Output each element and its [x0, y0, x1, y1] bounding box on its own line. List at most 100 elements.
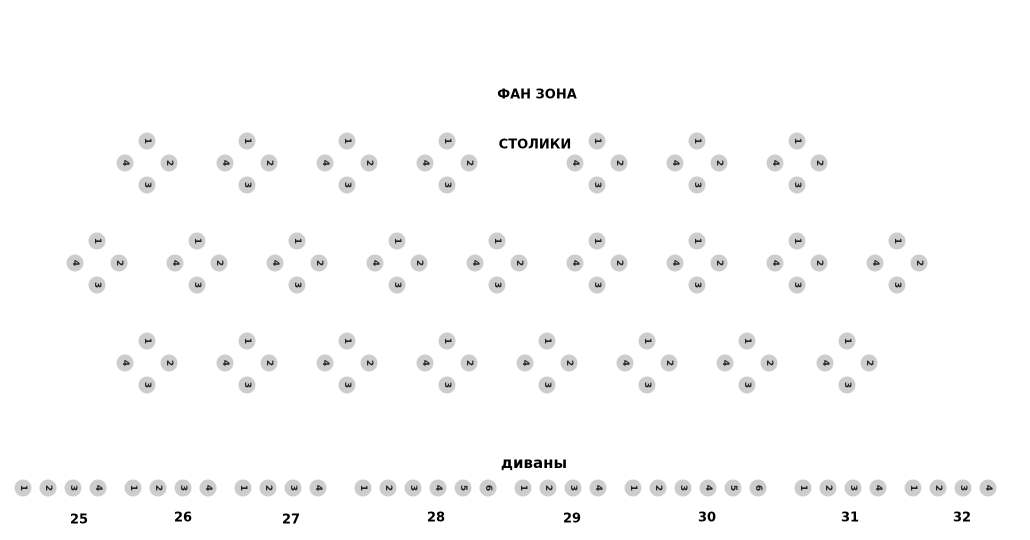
sofa-seat[interactable]: 3 — [64, 479, 82, 497]
table-seat[interactable]: 1 — [488, 232, 506, 250]
table-seat[interactable]: 4 — [116, 154, 134, 172]
sofa-seat[interactable]: 1 — [904, 479, 922, 497]
table-seat[interactable]: 1 — [238, 132, 256, 150]
table-seat[interactable]: 3 — [638, 376, 656, 394]
table-seat[interactable]: 2 — [910, 254, 928, 272]
sofa-seat[interactable]: 1 — [124, 479, 142, 497]
sofa-seat[interactable]: 3 — [674, 479, 692, 497]
table-seat[interactable]: 1 — [588, 232, 606, 250]
table-seat[interactable]: 2 — [260, 354, 278, 372]
table-seat[interactable]: 2 — [760, 354, 778, 372]
table-seat[interactable]: 1 — [138, 332, 156, 350]
sofa-seat[interactable]: 4 — [429, 479, 447, 497]
table-seat[interactable]: 2 — [310, 254, 328, 272]
sofa-seat[interactable]: 2 — [929, 479, 947, 497]
table-seat[interactable]: 3 — [788, 176, 806, 194]
table-seat[interactable]: 3 — [688, 176, 706, 194]
table-seat[interactable]: 3 — [188, 276, 206, 294]
table-seat[interactable]: 2 — [160, 154, 178, 172]
table-seat[interactable]: 1 — [338, 132, 356, 150]
table-seat[interactable]: 1 — [588, 132, 606, 150]
table-seat[interactable]: 1 — [788, 232, 806, 250]
sofa-seat[interactable]: 3 — [174, 479, 192, 497]
sofa-seat[interactable]: 4 — [89, 479, 107, 497]
sofa-seat[interactable]: 2 — [649, 479, 667, 497]
table-seat[interactable]: 3 — [788, 276, 806, 294]
table-seat[interactable]: 3 — [138, 376, 156, 394]
table-seat[interactable]: 3 — [388, 276, 406, 294]
table-seat[interactable]: 2 — [560, 354, 578, 372]
sofa-seat[interactable]: 2 — [819, 479, 837, 497]
sofa-seat[interactable]: 3 — [844, 479, 862, 497]
sofa-seat[interactable]: 3 — [404, 479, 422, 497]
table-seat[interactable]: 1 — [688, 132, 706, 150]
table-seat[interactable]: 4 — [616, 354, 634, 372]
sofa-seat[interactable]: 5 — [454, 479, 472, 497]
sofa-seat[interactable]: 3 — [284, 479, 302, 497]
sofa-seat[interactable]: 1 — [794, 479, 812, 497]
table-seat[interactable]: 4 — [466, 254, 484, 272]
sofa-seat[interactable]: 4 — [869, 479, 887, 497]
table-seat[interactable]: 2 — [860, 354, 878, 372]
sofa-seat[interactable]: 4 — [699, 479, 717, 497]
sofa-seat[interactable]: 4 — [979, 479, 997, 497]
table-seat[interactable]: 1 — [688, 232, 706, 250]
table-seat[interactable]: 1 — [288, 232, 306, 250]
table-seat[interactable]: 2 — [610, 254, 628, 272]
table-seat[interactable]: 2 — [810, 154, 828, 172]
table-seat[interactable]: 3 — [538, 376, 556, 394]
sofa-seat[interactable]: 2 — [379, 479, 397, 497]
table-seat[interactable]: 2 — [410, 254, 428, 272]
table-seat[interactable]: 1 — [638, 332, 656, 350]
table-seat[interactable]: 1 — [138, 132, 156, 150]
sofa-seat[interactable]: 3 — [564, 479, 582, 497]
table-seat[interactable]: 4 — [216, 154, 234, 172]
table-seat[interactable]: 4 — [216, 354, 234, 372]
table-seat[interactable]: 4 — [516, 354, 534, 372]
table-seat[interactable]: 4 — [116, 354, 134, 372]
table-seat[interactable]: 1 — [838, 332, 856, 350]
table-seat[interactable]: 4 — [416, 154, 434, 172]
table-seat[interactable]: 2 — [360, 154, 378, 172]
table-seat[interactable]: 4 — [416, 354, 434, 372]
table-seat[interactable]: 2 — [460, 154, 478, 172]
table-seat[interactable]: 4 — [666, 254, 684, 272]
table-seat[interactable]: 2 — [360, 354, 378, 372]
table-seat[interactable]: 3 — [238, 376, 256, 394]
table-seat[interactable]: 1 — [538, 332, 556, 350]
table-seat[interactable]: 4 — [316, 154, 334, 172]
table-seat[interactable]: 2 — [110, 254, 128, 272]
sofa-seat[interactable]: 1 — [234, 479, 252, 497]
table-seat[interactable]: 2 — [460, 354, 478, 372]
table-seat[interactable]: 1 — [338, 332, 356, 350]
table-seat[interactable]: 2 — [510, 254, 528, 272]
table-seat[interactable]: 1 — [388, 232, 406, 250]
table-seat[interactable]: 4 — [716, 354, 734, 372]
table-seat[interactable]: 3 — [688, 276, 706, 294]
table-seat[interactable]: 4 — [766, 154, 784, 172]
table-seat[interactable]: 1 — [438, 132, 456, 150]
table-seat[interactable]: 3 — [588, 276, 606, 294]
sofa-seat[interactable]: 2 — [539, 479, 557, 497]
table-seat[interactable]: 3 — [488, 276, 506, 294]
sofa-seat[interactable]: 4 — [589, 479, 607, 497]
table-seat[interactable]: 2 — [160, 354, 178, 372]
table-seat[interactable]: 3 — [888, 276, 906, 294]
table-seat[interactable]: 1 — [738, 332, 756, 350]
table-seat[interactable]: 4 — [266, 254, 284, 272]
table-seat[interactable]: 3 — [438, 376, 456, 394]
table-seat[interactable]: 4 — [866, 254, 884, 272]
table-seat[interactable]: 1 — [238, 332, 256, 350]
table-seat[interactable]: 2 — [660, 354, 678, 372]
table-seat[interactable]: 4 — [766, 254, 784, 272]
table-seat[interactable]: 3 — [238, 176, 256, 194]
table-seat[interactable]: 3 — [288, 276, 306, 294]
table-seat[interactable]: 3 — [838, 376, 856, 394]
table-seat[interactable]: 3 — [338, 176, 356, 194]
table-seat[interactable]: 1 — [188, 232, 206, 250]
sofa-seat[interactable]: 6 — [749, 479, 767, 497]
table-seat[interactable]: 1 — [88, 232, 106, 250]
table-seat[interactable]: 3 — [338, 376, 356, 394]
table-seat[interactable]: 1 — [788, 132, 806, 150]
sofa-seat[interactable]: 2 — [39, 479, 57, 497]
